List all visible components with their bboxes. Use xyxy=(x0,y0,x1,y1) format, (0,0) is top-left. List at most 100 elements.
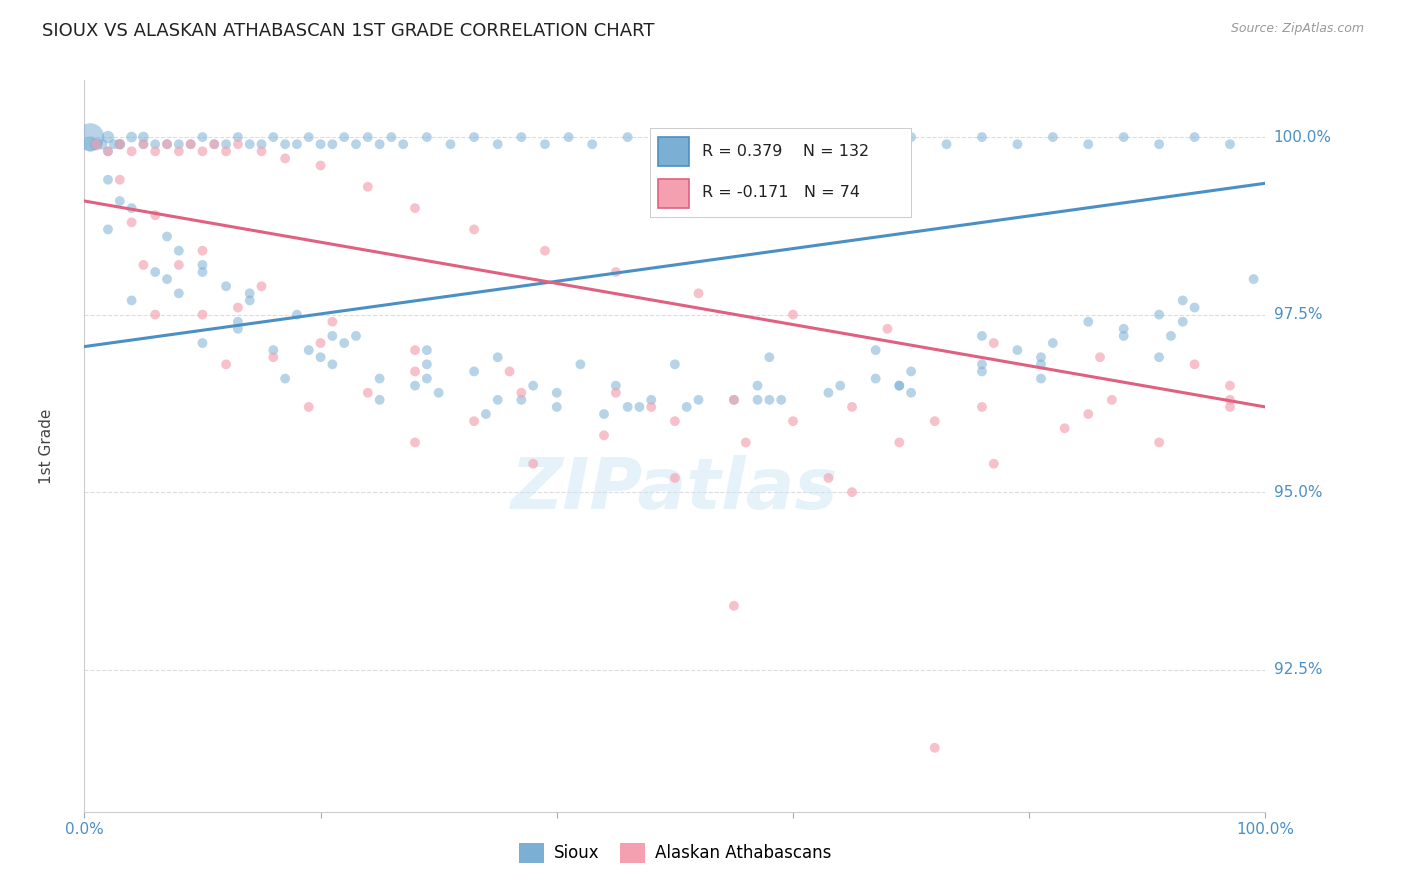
Point xyxy=(817,471,839,485)
Point xyxy=(191,336,214,351)
Point xyxy=(121,215,143,229)
Point xyxy=(84,137,107,152)
Text: Source: ZipAtlas.com: Source: ZipAtlas.com xyxy=(1230,22,1364,36)
Point xyxy=(321,357,343,371)
Point xyxy=(143,145,166,159)
Point xyxy=(605,378,627,392)
Point xyxy=(486,137,509,152)
Point xyxy=(250,279,273,293)
Point xyxy=(1147,308,1170,322)
Point xyxy=(97,130,120,145)
Point xyxy=(357,130,380,145)
Point xyxy=(640,400,662,414)
Point xyxy=(180,137,202,152)
Point xyxy=(546,400,568,414)
Point xyxy=(298,130,321,145)
Point xyxy=(830,130,852,145)
Point xyxy=(593,407,616,421)
Point xyxy=(664,357,686,371)
Point xyxy=(510,130,533,145)
Text: 92.5%: 92.5% xyxy=(1274,662,1322,677)
Point xyxy=(226,130,249,145)
Point xyxy=(546,385,568,400)
Point xyxy=(191,308,214,322)
Point xyxy=(143,265,166,279)
Point xyxy=(747,392,769,407)
Point xyxy=(202,137,225,152)
Point xyxy=(616,400,638,414)
Point xyxy=(215,145,238,159)
Point xyxy=(475,407,498,421)
Point xyxy=(970,329,993,343)
Point xyxy=(156,272,179,286)
Point xyxy=(1042,130,1064,145)
Point xyxy=(463,222,485,236)
Point xyxy=(143,308,166,322)
Point xyxy=(368,371,391,385)
Point xyxy=(900,130,922,145)
Point xyxy=(841,400,863,414)
Point xyxy=(935,137,957,152)
Point xyxy=(817,385,839,400)
Point xyxy=(900,364,922,378)
Point xyxy=(132,137,155,152)
Point xyxy=(309,159,332,173)
Point xyxy=(1243,272,1265,286)
Point xyxy=(1007,343,1029,358)
Point xyxy=(983,457,1005,471)
Point xyxy=(392,137,415,152)
Point xyxy=(404,343,426,358)
Point xyxy=(865,343,887,358)
Point xyxy=(368,137,391,152)
Point xyxy=(1184,301,1206,315)
Point xyxy=(121,145,143,159)
Point xyxy=(416,357,439,371)
Point xyxy=(262,350,284,364)
Point xyxy=(333,130,356,145)
Text: 100.0%: 100.0% xyxy=(1274,129,1331,145)
Point xyxy=(108,194,131,208)
Text: 97.5%: 97.5% xyxy=(1274,307,1322,322)
Point xyxy=(285,308,308,322)
Text: ZIPatlas: ZIPatlas xyxy=(512,456,838,524)
Point xyxy=(1088,350,1111,364)
Point xyxy=(522,457,544,471)
Text: R = 0.379    N = 132: R = 0.379 N = 132 xyxy=(702,144,869,159)
Point xyxy=(404,364,426,378)
Point xyxy=(1112,329,1135,343)
Point xyxy=(876,322,898,336)
Point xyxy=(191,244,214,258)
Point xyxy=(593,428,616,442)
Text: 1st Grade: 1st Grade xyxy=(39,409,53,483)
Point xyxy=(309,336,332,351)
Point xyxy=(191,145,214,159)
Point xyxy=(321,329,343,343)
Point xyxy=(652,137,675,152)
Point xyxy=(167,258,190,272)
Point xyxy=(581,137,603,152)
Point xyxy=(416,371,439,385)
Point xyxy=(156,229,179,244)
Point xyxy=(108,137,131,152)
Point xyxy=(321,137,343,152)
Point xyxy=(143,137,166,152)
Point xyxy=(156,137,179,152)
Point xyxy=(970,357,993,371)
Point xyxy=(298,400,321,414)
Point xyxy=(226,315,249,329)
Point xyxy=(416,343,439,358)
Point xyxy=(463,414,485,428)
Point xyxy=(782,308,804,322)
Point xyxy=(121,201,143,215)
Point xyxy=(357,385,380,400)
Point xyxy=(747,378,769,392)
Point xyxy=(1147,350,1170,364)
Point xyxy=(250,145,273,159)
Point xyxy=(274,137,297,152)
Point xyxy=(321,315,343,329)
Point xyxy=(191,265,214,279)
Point xyxy=(108,172,131,186)
Point xyxy=(167,286,190,301)
Point xyxy=(758,392,780,407)
Point xyxy=(970,364,993,378)
